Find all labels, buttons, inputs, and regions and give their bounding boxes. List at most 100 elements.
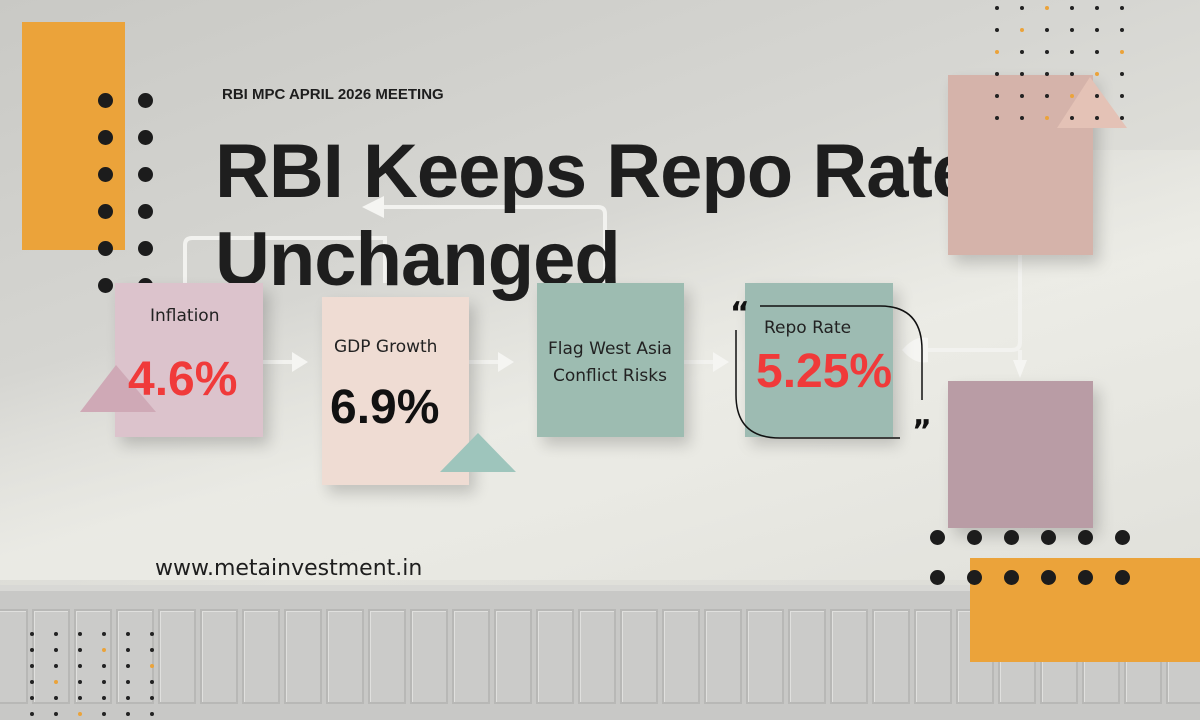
- small-dot: [995, 6, 999, 10]
- dot: [1115, 530, 1130, 545]
- wall-panel: [158, 609, 196, 704]
- connector-line: [183, 236, 387, 283]
- dot: [138, 93, 153, 108]
- dot: [138, 130, 153, 145]
- gdp-card: [322, 297, 469, 485]
- dot: [138, 241, 153, 256]
- small-dot: [30, 712, 34, 716]
- small-dot: [1020, 116, 1024, 120]
- dot: [1041, 570, 1056, 585]
- small-dot: [1045, 72, 1049, 76]
- small-dot: [1070, 50, 1074, 54]
- small-dot: [78, 664, 82, 668]
- small-dot: [1020, 94, 1024, 98]
- small-dot: [1095, 6, 1099, 10]
- small-dot: [126, 696, 130, 700]
- small-dot: [102, 680, 106, 684]
- dot: [1078, 570, 1093, 585]
- small-dot: [30, 696, 34, 700]
- dot: [98, 93, 113, 108]
- dot: [98, 241, 113, 256]
- small-dot: [54, 712, 58, 716]
- small-dot: [1070, 72, 1074, 76]
- decor-card: [948, 381, 1093, 528]
- small-dot: [995, 116, 999, 120]
- small-dot: [150, 632, 154, 636]
- arrow-head: [1013, 360, 1027, 378]
- dot: [1078, 530, 1093, 545]
- small-dot: [126, 648, 130, 652]
- dot: [967, 570, 982, 585]
- small-dot: [1120, 50, 1124, 54]
- connector-line: [380, 205, 607, 283]
- website-link[interactable]: www.metainvestment.in: [155, 556, 423, 581]
- small-dot: [1070, 6, 1074, 10]
- small-dot: [995, 50, 999, 54]
- small-dot: [54, 696, 58, 700]
- wall-panel: [368, 609, 406, 704]
- dot: [930, 570, 945, 585]
- dot: [98, 167, 113, 182]
- wall-panel: [0, 609, 28, 704]
- small-dot: [126, 632, 130, 636]
- wall-panel: [74, 609, 112, 704]
- arrow-head: [498, 352, 514, 372]
- small-dot: [30, 680, 34, 684]
- risk-label: Flag West Asia Conflict Risks: [548, 339, 672, 386]
- small-dot: [1045, 28, 1049, 32]
- small-dot: [1095, 72, 1099, 76]
- wall-panel: [704, 609, 742, 704]
- dot: [1041, 530, 1056, 545]
- small-dot: [150, 712, 154, 716]
- wall-panel: [452, 609, 490, 704]
- repo-label: Repo Rate: [764, 318, 852, 338]
- dot: [1004, 570, 1019, 585]
- small-dot: [54, 632, 58, 636]
- small-dot: [1095, 116, 1099, 120]
- dot: [1115, 570, 1130, 585]
- small-dot: [78, 648, 82, 652]
- dot: [98, 278, 113, 293]
- small-dot: [102, 648, 106, 652]
- arrow-head: [362, 196, 384, 218]
- small-dot: [1095, 50, 1099, 54]
- small-dot: [1020, 72, 1024, 76]
- wall-panel: [746, 609, 784, 704]
- small-dot: [1120, 28, 1124, 32]
- repo-card: [745, 283, 893, 437]
- small-dot: [102, 632, 106, 636]
- gdp-value: 6.9%: [330, 381, 440, 434]
- small-dot: [54, 680, 58, 684]
- decor-card: [948, 75, 1093, 255]
- small-dot: [1095, 28, 1099, 32]
- wall-panel: [494, 609, 532, 704]
- wall-panel: [578, 609, 616, 704]
- small-dot: [30, 664, 34, 668]
- small-dot: [995, 72, 999, 76]
- small-dot: [102, 712, 106, 716]
- triangle-decor: [1057, 77, 1127, 128]
- small-dot: [1095, 94, 1099, 98]
- small-dot: [30, 648, 34, 652]
- small-dot: [102, 696, 106, 700]
- dot: [138, 204, 153, 219]
- wall-panel: [116, 609, 154, 704]
- gdp-label: GDP Growth: [334, 337, 438, 357]
- small-dot: [1120, 72, 1124, 76]
- small-dot: [78, 712, 82, 716]
- small-dot: [1070, 28, 1074, 32]
- title-line: RBI Keeps Repo Rates: [215, 129, 1015, 214]
- small-dot: [30, 632, 34, 636]
- arrow-head: [292, 352, 308, 372]
- small-dot: [150, 664, 154, 668]
- dot: [930, 530, 945, 545]
- small-dot: [78, 696, 82, 700]
- small-dot: [1120, 6, 1124, 10]
- small-dot: [1020, 6, 1024, 10]
- wall-panel: [326, 609, 364, 704]
- dot: [98, 204, 113, 219]
- small-dot: [78, 632, 82, 636]
- small-dot: [1120, 116, 1124, 120]
- small-dot: [150, 680, 154, 684]
